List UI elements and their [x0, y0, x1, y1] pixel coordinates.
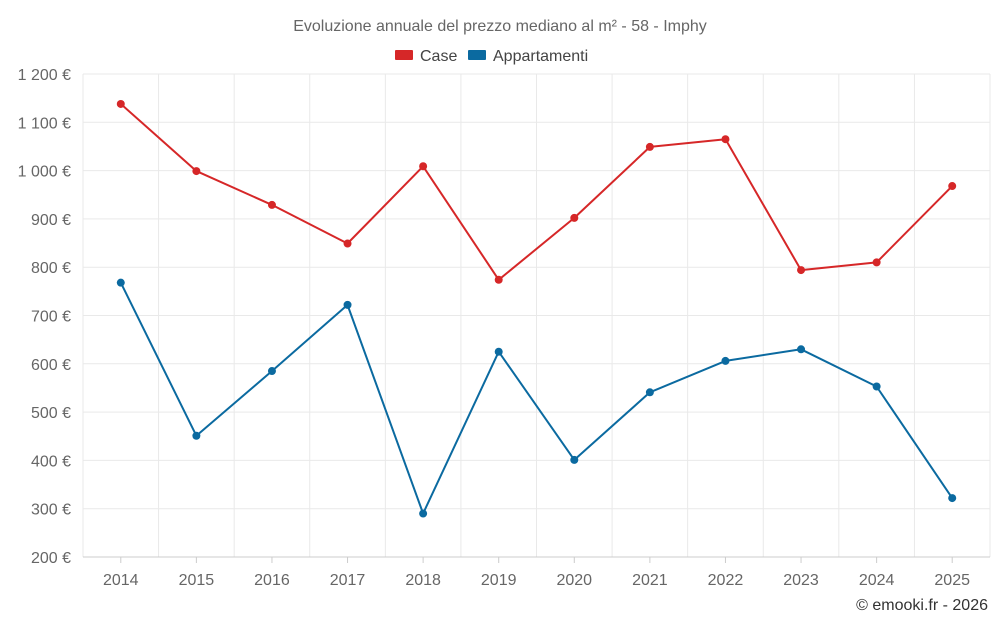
y-tick-label: 1 000 € — [18, 164, 71, 181]
legend-label: Case — [420, 48, 457, 65]
data-point — [192, 431, 201, 440]
x-tick-label: 2022 — [708, 572, 744, 589]
y-tick-label: 400 € — [31, 453, 71, 470]
x-tick-label: 2018 — [405, 572, 441, 589]
data-point — [494, 275, 503, 284]
credit-text: © emooki.fr - 2026 — [856, 597, 988, 614]
data-point — [343, 300, 352, 309]
data-point — [343, 239, 352, 248]
data-point — [419, 162, 428, 171]
y-tick-label: 900 € — [31, 212, 71, 229]
chart-title: Evoluzione annuale del prezzo mediano al… — [293, 18, 707, 35]
x-tick-label: 2024 — [859, 572, 895, 589]
data-point — [645, 142, 654, 151]
x-tick-label: 2025 — [934, 572, 970, 589]
x-tick-label: 2015 — [179, 572, 215, 589]
data-point — [872, 382, 881, 391]
data-point — [721, 135, 730, 144]
x-tick-label: 2014 — [103, 572, 139, 589]
data-point — [721, 356, 730, 365]
x-tick-label: 2019 — [481, 572, 517, 589]
x-axis: 2014 2015 2016 2017 2018 2019 2020 2021 2022 2023… — [83, 556, 990, 589]
legend-swatch — [395, 50, 413, 60]
series-layer — [116, 99, 957, 518]
data-point — [116, 99, 125, 108]
legend-swatch — [468, 50, 486, 60]
legend-item: Appartamenti — [468, 48, 588, 65]
y-tick-label: 800 € — [31, 260, 71, 277]
series-line — [119, 282, 954, 515]
data-point — [872, 258, 881, 267]
data-point — [116, 278, 125, 287]
y-axis: 200 € 300 € 400 € 500 € 600 € 700 € 800 € 900 €… — [18, 67, 71, 567]
y-tick-label: 1 200 € — [18, 67, 71, 84]
y-tick-label: 200 € — [31, 550, 71, 567]
x-tick-label: 2021 — [632, 572, 668, 589]
data-point — [192, 167, 201, 176]
y-tick-label: 300 € — [31, 502, 71, 519]
data-point — [570, 455, 579, 464]
data-point — [948, 182, 957, 191]
series-appartamenti — [116, 278, 957, 518]
data-point — [948, 494, 957, 503]
legend: Case Appartamenti — [395, 48, 588, 65]
data-point — [797, 266, 806, 275]
x-tick-label: 2017 — [330, 572, 366, 589]
data-point — [267, 367, 276, 376]
y-tick-label: 500 € — [31, 405, 71, 422]
data-point — [494, 347, 503, 356]
data-point — [797, 345, 806, 354]
data-point — [267, 200, 276, 209]
data-point — [645, 388, 654, 397]
y-tick-label: 600 € — [31, 357, 71, 374]
legend-label: Appartamenti — [493, 48, 588, 65]
data-point — [419, 509, 428, 518]
x-tick-label: 2023 — [783, 572, 819, 589]
y-tick-label: 1 100 € — [18, 115, 71, 132]
legend-item: Case — [395, 48, 457, 65]
x-tick-label: 2020 — [556, 572, 592, 589]
series-case — [116, 99, 957, 284]
y-tick-label: 700 € — [31, 309, 71, 326]
x-tick-label: 2016 — [254, 572, 290, 589]
data-point — [570, 213, 579, 222]
series-line — [120, 103, 953, 281]
